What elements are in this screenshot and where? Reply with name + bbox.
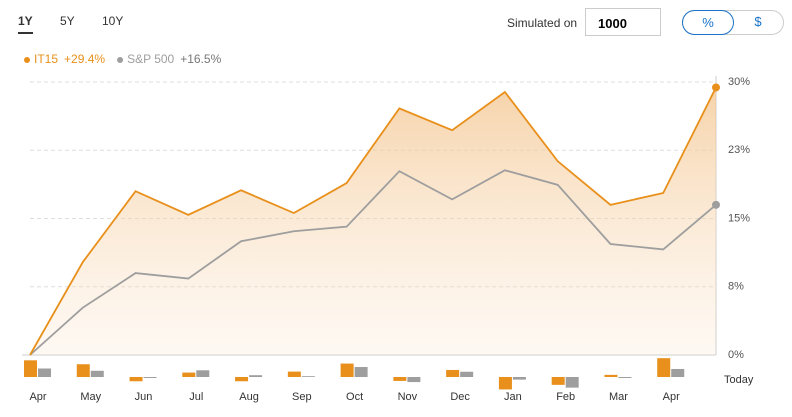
- bar: [24, 360, 37, 377]
- bar: [38, 368, 51, 377]
- x-tick-label: Jun: [135, 391, 153, 403]
- x-tick-label: Apr: [663, 391, 680, 403]
- bar: [301, 376, 315, 377]
- x-tick-label: Nov: [398, 391, 418, 403]
- x-tick-label: Feb: [556, 391, 575, 403]
- bar: [604, 374, 618, 377]
- bar: [565, 377, 579, 388]
- x-tick-label: Today: [724, 374, 754, 386]
- bar: [235, 377, 249, 382]
- x-tick-label: Oct: [346, 391, 363, 403]
- mode-toggle: % $: [682, 10, 784, 35]
- legend-dot: [117, 57, 124, 63]
- bar: [287, 371, 301, 377]
- bar: [460, 371, 474, 377]
- mode-button[interactable]: %: [682, 10, 734, 35]
- bar: [671, 368, 685, 377]
- tab[interactable]: 1Y: [18, 14, 33, 34]
- legend-value: +16.5%: [180, 52, 221, 66]
- bar: [498, 377, 512, 390]
- x-tick-label: Mar: [609, 391, 628, 403]
- amount-input[interactable]: 1000: [585, 8, 661, 36]
- simulated-label: Simulated on: [507, 16, 578, 30]
- legend-name: S&P 500: [127, 52, 174, 66]
- bar: [182, 372, 196, 377]
- tab[interactable]: 5Y: [60, 14, 75, 28]
- end-point: [712, 200, 720, 209]
- bar: [249, 375, 263, 377]
- y-tick-label: 30%: [728, 76, 750, 88]
- legend-name: IT15: [34, 52, 58, 66]
- bar: [446, 369, 460, 377]
- x-tick-label: Apr: [29, 391, 46, 403]
- end-point: [712, 83, 720, 92]
- bar: [551, 377, 565, 385]
- x-tick-label: Dec: [450, 391, 470, 403]
- bar: [196, 370, 210, 377]
- line: [29, 169, 717, 356]
- area: [30, 87, 716, 356]
- x-tick-label: Aug: [239, 391, 259, 403]
- bar: [143, 377, 157, 378]
- x-tick-label: May: [80, 391, 101, 403]
- y-tick-label: 23%: [728, 144, 750, 156]
- bar: [618, 377, 632, 378]
- legend-value: +29.4%: [64, 52, 105, 66]
- bar: [657, 358, 671, 377]
- bar: [129, 377, 143, 382]
- legend-dot: [24, 57, 30, 63]
- bar: [90, 370, 104, 377]
- mode-button[interactable]: $: [754, 14, 762, 29]
- bar: [354, 367, 368, 377]
- bar: [76, 364, 90, 377]
- bar: [340, 363, 354, 377]
- line: [29, 87, 717, 356]
- bar: [512, 377, 526, 380]
- x-tick-label: Jan: [504, 391, 522, 403]
- y-tick-label: 8%: [728, 281, 744, 293]
- y-tick-label: 15%: [728, 212, 750, 224]
- x-tick-label: Jul: [189, 391, 203, 403]
- x-tick-label: Sep: [292, 391, 312, 403]
- y-tick-label: 0%: [728, 349, 744, 361]
- tab[interactable]: 10Y: [102, 14, 124, 28]
- bar: [407, 377, 421, 383]
- bar: [393, 377, 407, 381]
